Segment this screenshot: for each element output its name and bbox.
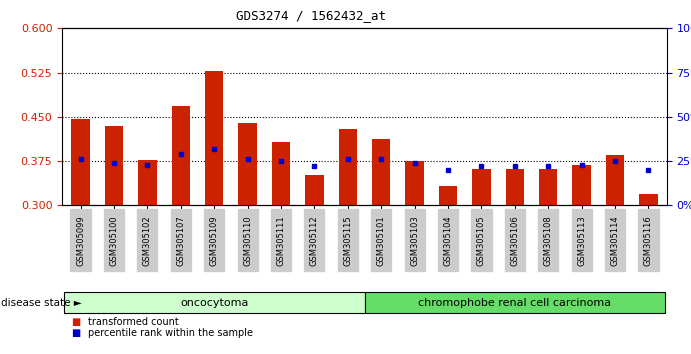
Bar xyxy=(238,123,257,205)
Text: GDS3274 / 1562432_at: GDS3274 / 1562432_at xyxy=(236,9,386,22)
Bar xyxy=(472,169,491,205)
Bar xyxy=(372,139,390,205)
Bar xyxy=(406,161,424,205)
Bar xyxy=(171,106,190,205)
Bar xyxy=(639,194,658,205)
Bar xyxy=(572,165,591,205)
Bar xyxy=(606,155,624,205)
Bar xyxy=(539,169,558,205)
Text: transformed count: transformed count xyxy=(88,317,179,327)
Text: oncocytoma: oncocytoma xyxy=(180,298,248,308)
Bar xyxy=(205,71,223,205)
Bar xyxy=(305,175,323,205)
Bar xyxy=(138,160,157,205)
Bar xyxy=(105,126,123,205)
Bar xyxy=(439,186,457,205)
Text: disease state ►: disease state ► xyxy=(1,298,82,308)
Text: ■: ■ xyxy=(70,317,80,327)
Text: ■: ■ xyxy=(70,328,80,338)
Bar xyxy=(339,129,357,205)
Bar xyxy=(272,142,290,205)
Bar xyxy=(506,169,524,205)
Text: chromophobe renal cell carcinoma: chromophobe renal cell carcinoma xyxy=(418,298,612,308)
Bar xyxy=(71,119,90,205)
Text: percentile rank within the sample: percentile rank within the sample xyxy=(88,328,253,338)
